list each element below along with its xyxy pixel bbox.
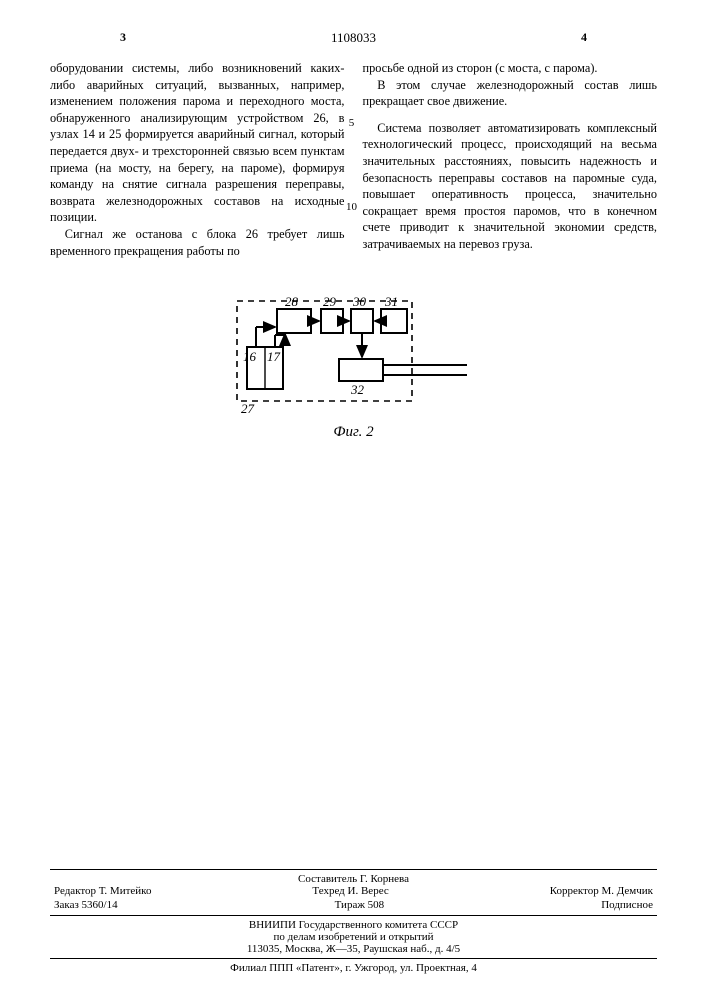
address-line: 113035, Москва, Ж—35, Раушская наб., д. … <box>50 943 657 955</box>
paragraph: В этом случае железнодорожный состав лиш… <box>363 77 658 110</box>
document-number: 1108033 <box>50 30 657 46</box>
print-run: Тираж 508 <box>335 899 385 911</box>
line-number: 5 <box>345 116 359 131</box>
node-label: 28 <box>285 294 299 309</box>
editor: Редактор Т. Митейко <box>54 885 151 897</box>
node-label: 30 <box>352 294 367 309</box>
line-number: 10 <box>345 200 359 215</box>
figure-2: 16 17 27 28 29 30 31 32 Фиг. 2 <box>50 287 657 441</box>
paragraph: Система позволяет автоматизировать компл… <box>363 120 658 253</box>
body-columns: оборудовании системы, либо возникновений… <box>50 60 657 259</box>
paragraph: просьбе одной из сторон (с моста, с паро… <box>363 60 658 77</box>
page-number-right: 4 <box>581 30 587 45</box>
node-label: 17 <box>267 349 281 364</box>
subscription: Подписное <box>601 899 653 911</box>
address-line: Филиал ППП «Патент», г. Ужгород, ул. Про… <box>50 962 657 974</box>
paragraph: Сигнал же останова с блока 26 требует ли… <box>50 226 345 259</box>
colophon: Составитель Г. Корнева Редактор Т. Митей… <box>50 866 657 974</box>
node-label: 32 <box>350 382 365 397</box>
node-label: 31 <box>384 294 398 309</box>
page: 3 1108033 4 оборудовании системы, либо в… <box>0 0 707 1000</box>
order-number: Заказ 5360/14 <box>54 899 118 911</box>
header: 3 1108033 4 <box>50 30 657 56</box>
publisher-line: ВНИИПИ Государственного комитета СССР <box>50 919 657 931</box>
column-right: просьбе одной из сторон (с моста, с паро… <box>363 60 658 259</box>
column-left: оборудовании системы, либо возникновений… <box>50 60 345 259</box>
publisher-line: по делам изобретений и открытий <box>50 931 657 943</box>
tech-editor: Техред И. Верес <box>312 885 388 897</box>
compiler-line: Составитель Г. Корнева <box>50 873 657 885</box>
paragraph: оборудовании системы, либо возникновений… <box>50 60 345 226</box>
figure-caption: Фиг. 2 <box>50 424 657 441</box>
node-label: 27 <box>241 401 255 416</box>
node-label: 16 <box>243 349 257 364</box>
corrector: Корректор М. Демчик <box>550 885 653 897</box>
schematic-diagram: 16 17 27 28 29 30 31 32 <box>229 287 479 417</box>
node-label: 29 <box>323 294 337 309</box>
